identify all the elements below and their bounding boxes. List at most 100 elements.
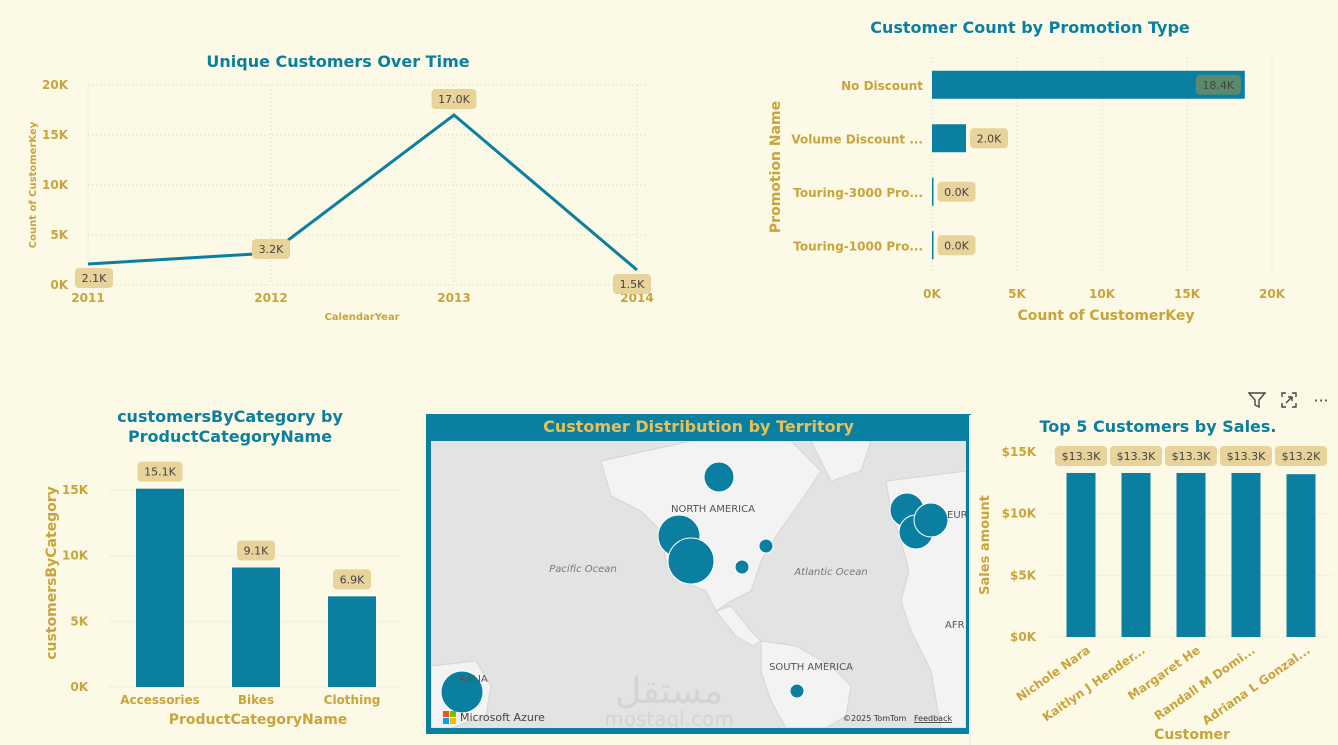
map-canvas[interactable]: NORTH AMERICA Pacific Ocean Atlantic Oce… [431, 441, 966, 728]
hbar-bar[interactable] [932, 70, 1245, 99]
hbar-x-tick: 5K [1008, 287, 1026, 301]
top5-bar[interactable] [1121, 472, 1151, 637]
line-x-axis-label: CalendarYear [324, 312, 399, 323]
line-y-tick: 15K [42, 128, 69, 142]
top5-category-label: Kaitlyn J Hender... [1040, 643, 1148, 724]
top5-bar[interactable] [1231, 472, 1261, 637]
promotion-chart-title: Customer Count by Promotion Type [870, 18, 1190, 37]
top5-bar[interactable] [1176, 472, 1206, 637]
map-svg: NORTH AMERICA Pacific Ocean Atlantic Oce… [431, 441, 966, 728]
vbar-y-tick: 15K [62, 483, 89, 497]
vbar-y-tick: 10K [62, 549, 89, 563]
hbar-category-label: Touring-3000 Pro... [793, 186, 923, 200]
vbar-category-label: Accessories [120, 693, 200, 707]
hbar-bar[interactable] [932, 231, 934, 260]
promotion-y-axis-label: Promotion Name [768, 101, 784, 233]
top5-y-tick: $10K [1002, 507, 1037, 521]
top5-data-label: $13.2K [1275, 446, 1327, 466]
category-y-axis-label: customersByCategory [44, 486, 60, 660]
top5-category-label: Randall M Domi... [1152, 643, 1258, 723]
line-x-tick: 2012 [254, 291, 287, 305]
bubble-australia[interactable] [440, 670, 484, 714]
label-atlantic: Atlantic Ocean [793, 567, 867, 578]
vbar-y-tick: 0K [70, 680, 88, 694]
category-chart-title-line1: customersByCategory by [117, 407, 343, 426]
hbar-data-label: 18.4K [1195, 74, 1241, 95]
vbar-bar[interactable] [136, 488, 184, 687]
hbar-data-label: 0.0K [937, 181, 976, 202]
hbar-x-tick: 10K [1089, 287, 1116, 301]
top5-chart-title: Top 5 Customers by Sales. [1039, 417, 1276, 436]
line-series [87, 113, 638, 272]
line-data-label: 3.2K [252, 239, 290, 259]
hbar-data-label: 0.0K [937, 235, 976, 256]
top5-data-label: $13.3K [1055, 446, 1107, 466]
top5-data-label: $13.3K [1220, 446, 1272, 466]
map-brand: Microsoft Azure [460, 711, 545, 724]
line-data-label: 2.1K [75, 268, 113, 288]
svg-text:0.0K: 0.0K [944, 186, 969, 199]
svg-text:1.5K: 1.5K [620, 278, 645, 291]
svg-text:3.2K: 3.2K [259, 243, 284, 256]
vbar-bar[interactable] [328, 596, 376, 687]
category-bar-chart: customersByCategory by ProductCategoryNa… [44, 407, 400, 728]
more-options-icon[interactable]: ··· [1313, 390, 1329, 410]
svg-text:2.0K: 2.0K [977, 132, 1002, 145]
label-south-america: SOUTH AMERICA [769, 662, 853, 673]
territory-map-panel: Customer Distribution by Territory NORTH… [426, 414, 971, 734]
watermark-arabic: مستقل [615, 671, 723, 712]
label-europe: EURO [947, 510, 966, 521]
svg-text:6.9K: 6.9K [340, 573, 365, 586]
hbar-category-label: Touring-1000 Pro... [793, 239, 923, 253]
hbar-bar[interactable] [932, 177, 934, 206]
top5-x-axis-label: Customer [1154, 727, 1230, 743]
line-data-label: 1.5K [613, 274, 651, 294]
category-chart-title-line2: ProductCategoryName [128, 427, 332, 446]
line-y-tick: 5K [50, 228, 68, 242]
map-attribution: ©2025 TomTom [843, 714, 907, 723]
filter-icon[interactable] [1243, 386, 1271, 414]
map-feedback-link[interactable]: Feedback [914, 714, 952, 723]
line-y-tick: 20K [42, 78, 69, 92]
hbar-x-tick: 0K [923, 287, 941, 301]
vbar-y-tick: 5K [70, 614, 88, 628]
top5-y-tick: $0K [1010, 630, 1037, 644]
bubble-canada[interactable] [703, 461, 735, 493]
svg-text:9.1K: 9.1K [244, 544, 269, 557]
vbar-category-label: Bikes [238, 693, 274, 707]
svg-text:2.1K: 2.1K [82, 272, 107, 285]
svg-text:$13.3K: $13.3K [1117, 450, 1156, 463]
hbar-bar[interactable] [932, 124, 966, 153]
top5-bar[interactable] [1066, 472, 1096, 637]
svg-text:15.1K: 15.1K [144, 466, 176, 479]
north-america-land [600, 441, 822, 612]
bubble-southwest[interactable] [667, 537, 715, 585]
svg-text:0.0K: 0.0K [944, 239, 969, 252]
top5-y-tick: $5K [1010, 568, 1037, 582]
svg-text:$13.3K: $13.3K [1172, 450, 1211, 463]
bubble-brazil[interactable] [789, 683, 805, 699]
microsoft-logo-icon [443, 711, 456, 724]
vbar-category-label: Clothing [324, 693, 381, 707]
svg-text:18.4K: 18.4K [1202, 79, 1234, 92]
hbar-x-tick: 20K [1259, 287, 1286, 301]
top5-bar-chart: Top 5 Customers by Sales. $0K $5K $10K $15K… [969, 415, 1333, 745]
expand-icon[interactable] [1275, 386, 1303, 414]
line-y-tick: 0K [50, 278, 68, 292]
hbar-category-label: Volume Discount ... [791, 132, 923, 146]
bubble-germany[interactable] [913, 502, 949, 538]
label-pacific: Pacific Ocean [549, 564, 617, 575]
greenland-land [810, 441, 872, 482]
hbar-data-label: 2.0K [970, 128, 1008, 149]
vbar-bar[interactable] [232, 567, 280, 687]
line-data-label: 17.0K [431, 89, 477, 109]
line-y-tick: 10K [42, 178, 69, 192]
line-chart: Unique Customers Over Time 0K 5K 10K 15K 20K… [28, 52, 654, 323]
vbar-data-label: 6.9K [333, 569, 371, 590]
bubble-southeast[interactable] [734, 559, 750, 575]
label-africa: AFR [945, 620, 965, 631]
bubble-northeast[interactable] [758, 538, 774, 554]
category-x-axis-label: ProductCategoryName [169, 712, 348, 728]
top5-bar[interactable] [1286, 474, 1316, 637]
line-x-tick: 2011 [71, 291, 104, 305]
